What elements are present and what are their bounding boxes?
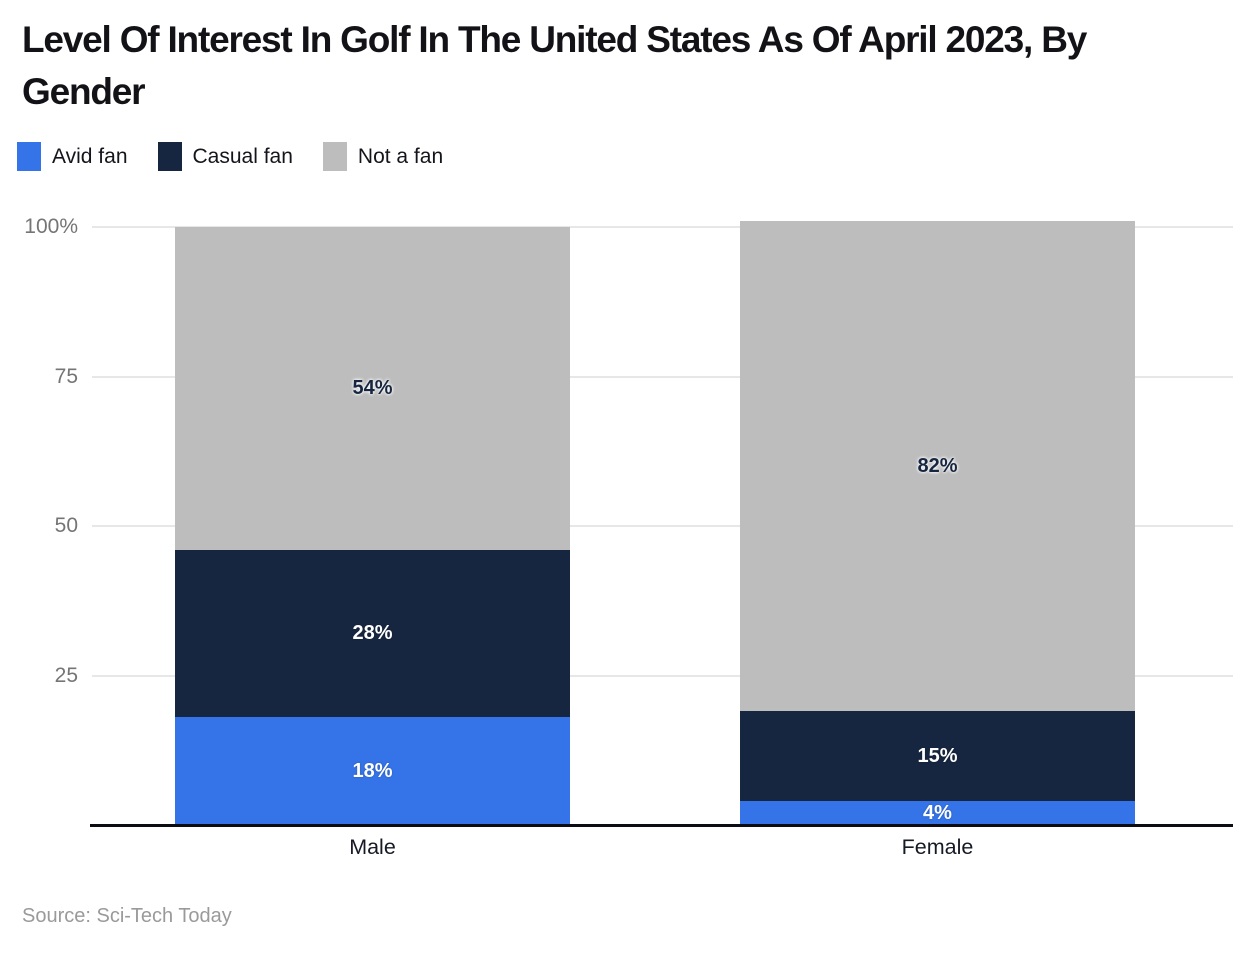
gridline: [92, 226, 1233, 228]
x-axis-label-male: Male: [349, 835, 396, 859]
legend-item-casual-fan[interactable]: Casual fan: [157, 142, 293, 171]
gridline: [92, 525, 1233, 527]
bar-segment-casual-fan-male[interactable]: 28%: [175, 549, 570, 718]
legend: Avid fan Casual fan Not a fan: [17, 142, 443, 171]
bar-segment-avid-fan-male[interactable]: 18%: [175, 717, 570, 825]
bar-segment-not-a-fan-female[interactable]: 82%: [740, 221, 1135, 712]
plot-area: 100% 75 50 25 18% 28% 54% Male 4% 15% 82% Female: [24, 215, 1233, 859]
data-label: 54%: [352, 376, 393, 399]
bar-segment-casual-fan-female[interactable]: 15%: [740, 711, 1135, 802]
chart-title: Level Of Interest In Golf In The United …: [22, 19, 1087, 112]
data-label: 82%: [917, 454, 958, 477]
legend-item-avid-fan[interactable]: Avid fan: [17, 142, 128, 171]
legend-item-not-a-fan[interactable]: Not a fan: [322, 142, 444, 171]
bar-segment-avid-fan-female[interactable]: 4%: [740, 801, 1135, 825]
y-axis-tick-label: 100%: [24, 215, 78, 238]
bar-female: 4% 15% 82%: [740, 221, 1135, 825]
data-label: 15%: [917, 744, 958, 767]
legend-swatch-avid-fan: [17, 142, 41, 171]
x-axis-line: [90, 824, 1233, 827]
y-axis-tick-label: 75: [54, 364, 78, 388]
legend-label: Not a fan: [357, 144, 444, 168]
data-label: 28%: [352, 622, 393, 645]
legend-swatch-not-a-fan: [322, 142, 347, 171]
legend-swatch-casual-fan: [157, 142, 182, 171]
legend-label: Casual fan: [192, 144, 293, 168]
gridline: [92, 674, 1233, 677]
y-axis-tick-label: 25: [54, 663, 78, 687]
x-axis-label-female: Female: [901, 835, 974, 859]
gridline: [92, 375, 1233, 378]
legend-label: Avid fan: [52, 144, 128, 168]
source-caption: Source: Sci-Tech Today: [22, 905, 232, 927]
bar-segment-not-a-fan-male[interactable]: 54%: [175, 227, 570, 550]
data-label: 18%: [352, 759, 393, 782]
data-label: 4%: [923, 801, 952, 824]
y-axis-tick-label: 50: [54, 514, 78, 537]
bar-male: 18% 28% 54%: [175, 227, 570, 825]
